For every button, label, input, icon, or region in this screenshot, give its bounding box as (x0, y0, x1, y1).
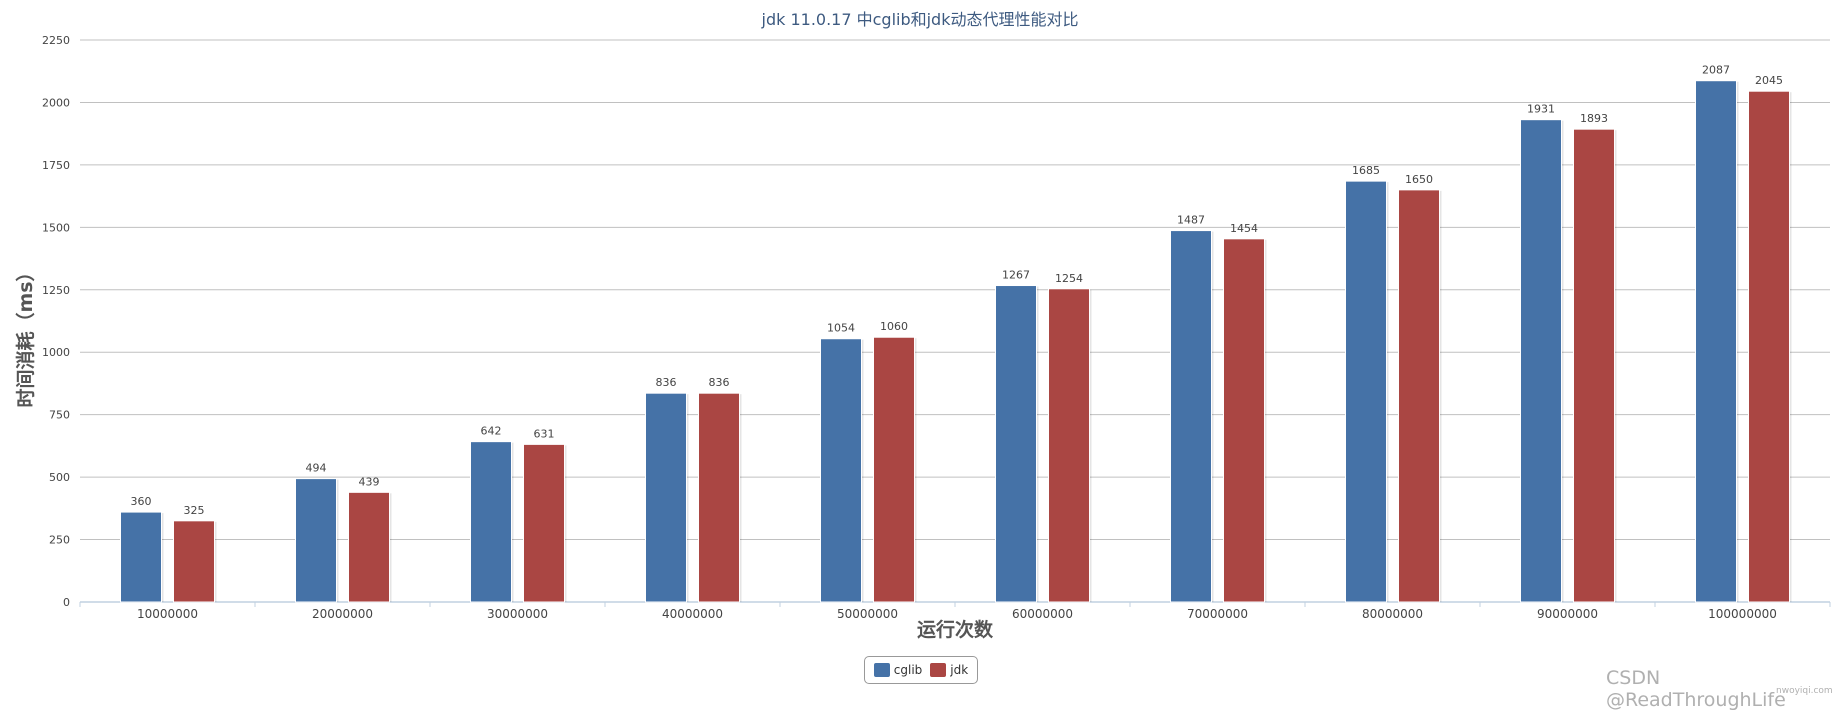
bar-cglib (995, 285, 1037, 603)
bar-jdk (1223, 238, 1265, 603)
bar-jdk (873, 336, 915, 603)
data-label: 1054 (827, 322, 855, 335)
legend-swatch-jdk (930, 663, 947, 677)
data-label: 631 (534, 427, 555, 440)
x-tick-label: 10000000 (137, 607, 198, 621)
y-tick-label: 1250 (42, 284, 70, 297)
data-label: 836 (709, 376, 730, 389)
y-tick-label: 750 (49, 409, 70, 422)
bar-jdk (523, 443, 565, 603)
bar-jdk (348, 491, 390, 603)
y-tick-label: 250 (49, 534, 70, 547)
data-label: 642 (481, 425, 502, 438)
data-label: 439 (359, 475, 380, 488)
bar-jdk (698, 392, 740, 603)
y-axis-title: 时间消耗（ms） (14, 262, 37, 407)
data-label: 1650 (1405, 173, 1433, 186)
data-label: 360 (131, 495, 152, 508)
y-tick-label: 500 (49, 471, 70, 484)
bar-cglib (1520, 119, 1562, 603)
bar-jdk (1748, 90, 1790, 603)
x-tick-label: 70000000 (1187, 607, 1248, 621)
data-label: 1931 (1527, 103, 1555, 116)
watermark-sub: nwoyiqi.com (1776, 686, 1833, 696)
x-tick-label: 80000000 (1362, 607, 1423, 621)
y-tick-label: 1750 (42, 159, 70, 172)
data-label: 1685 (1352, 164, 1380, 177)
legend-label-cglib: cglib (893, 663, 923, 677)
bar-cglib (120, 511, 162, 603)
bar-cglib (1695, 80, 1737, 603)
x-tick-label: 40000000 (662, 607, 723, 621)
bar-cglib (295, 478, 337, 603)
data-label: 325 (184, 504, 205, 517)
y-tick-label: 0 (63, 596, 70, 609)
data-label: 494 (306, 462, 327, 475)
x-tick-label: 30000000 (487, 607, 548, 621)
data-label: 836 (656, 376, 677, 389)
bar-jdk (1048, 288, 1090, 603)
data-label: 2087 (1702, 64, 1730, 77)
bar-cglib (470, 441, 512, 603)
chart-title: jdk 11.0.17 中cglib和jdk动态代理性能对比 (761, 10, 1079, 29)
x-tick-label: 100000000 (1708, 607, 1777, 621)
data-label: 1487 (1177, 214, 1205, 227)
bar-jdk (1398, 189, 1440, 603)
x-tick-label: 50000000 (837, 607, 898, 621)
data-label: 1267 (1002, 269, 1030, 282)
bar-cglib (820, 338, 862, 603)
data-label: 2045 (1755, 74, 1783, 87)
legend-label-jdk: jdk (950, 663, 969, 677)
x-axis-title: 运行次数 (917, 618, 994, 641)
x-tick-label: 90000000 (1537, 607, 1598, 621)
y-tick-label: 1500 (42, 221, 70, 234)
data-label: 1893 (1580, 112, 1608, 125)
y-tick-label: 2000 (42, 96, 70, 109)
bar-jdk (1573, 128, 1615, 603)
bar-cglib (1170, 230, 1212, 603)
legend-swatch-cglib (873, 663, 890, 677)
y-tick-label: 2250 (42, 34, 70, 47)
data-label: 1060 (880, 320, 908, 333)
legend: cglib jdk (864, 656, 978, 684)
bar-cglib (1345, 180, 1387, 603)
bar-jdk (173, 520, 215, 603)
legend-item-jdk[interactable]: jdk (930, 663, 968, 677)
x-tick-label: 60000000 (1012, 607, 1073, 621)
y-tick-label: 1000 (42, 346, 70, 359)
bar-cglib (645, 392, 687, 603)
data-label: 1254 (1055, 272, 1083, 285)
data-label: 1454 (1230, 222, 1258, 235)
x-tick-label: 20000000 (312, 607, 373, 621)
legend-item-cglib[interactable]: cglib (873, 663, 923, 677)
